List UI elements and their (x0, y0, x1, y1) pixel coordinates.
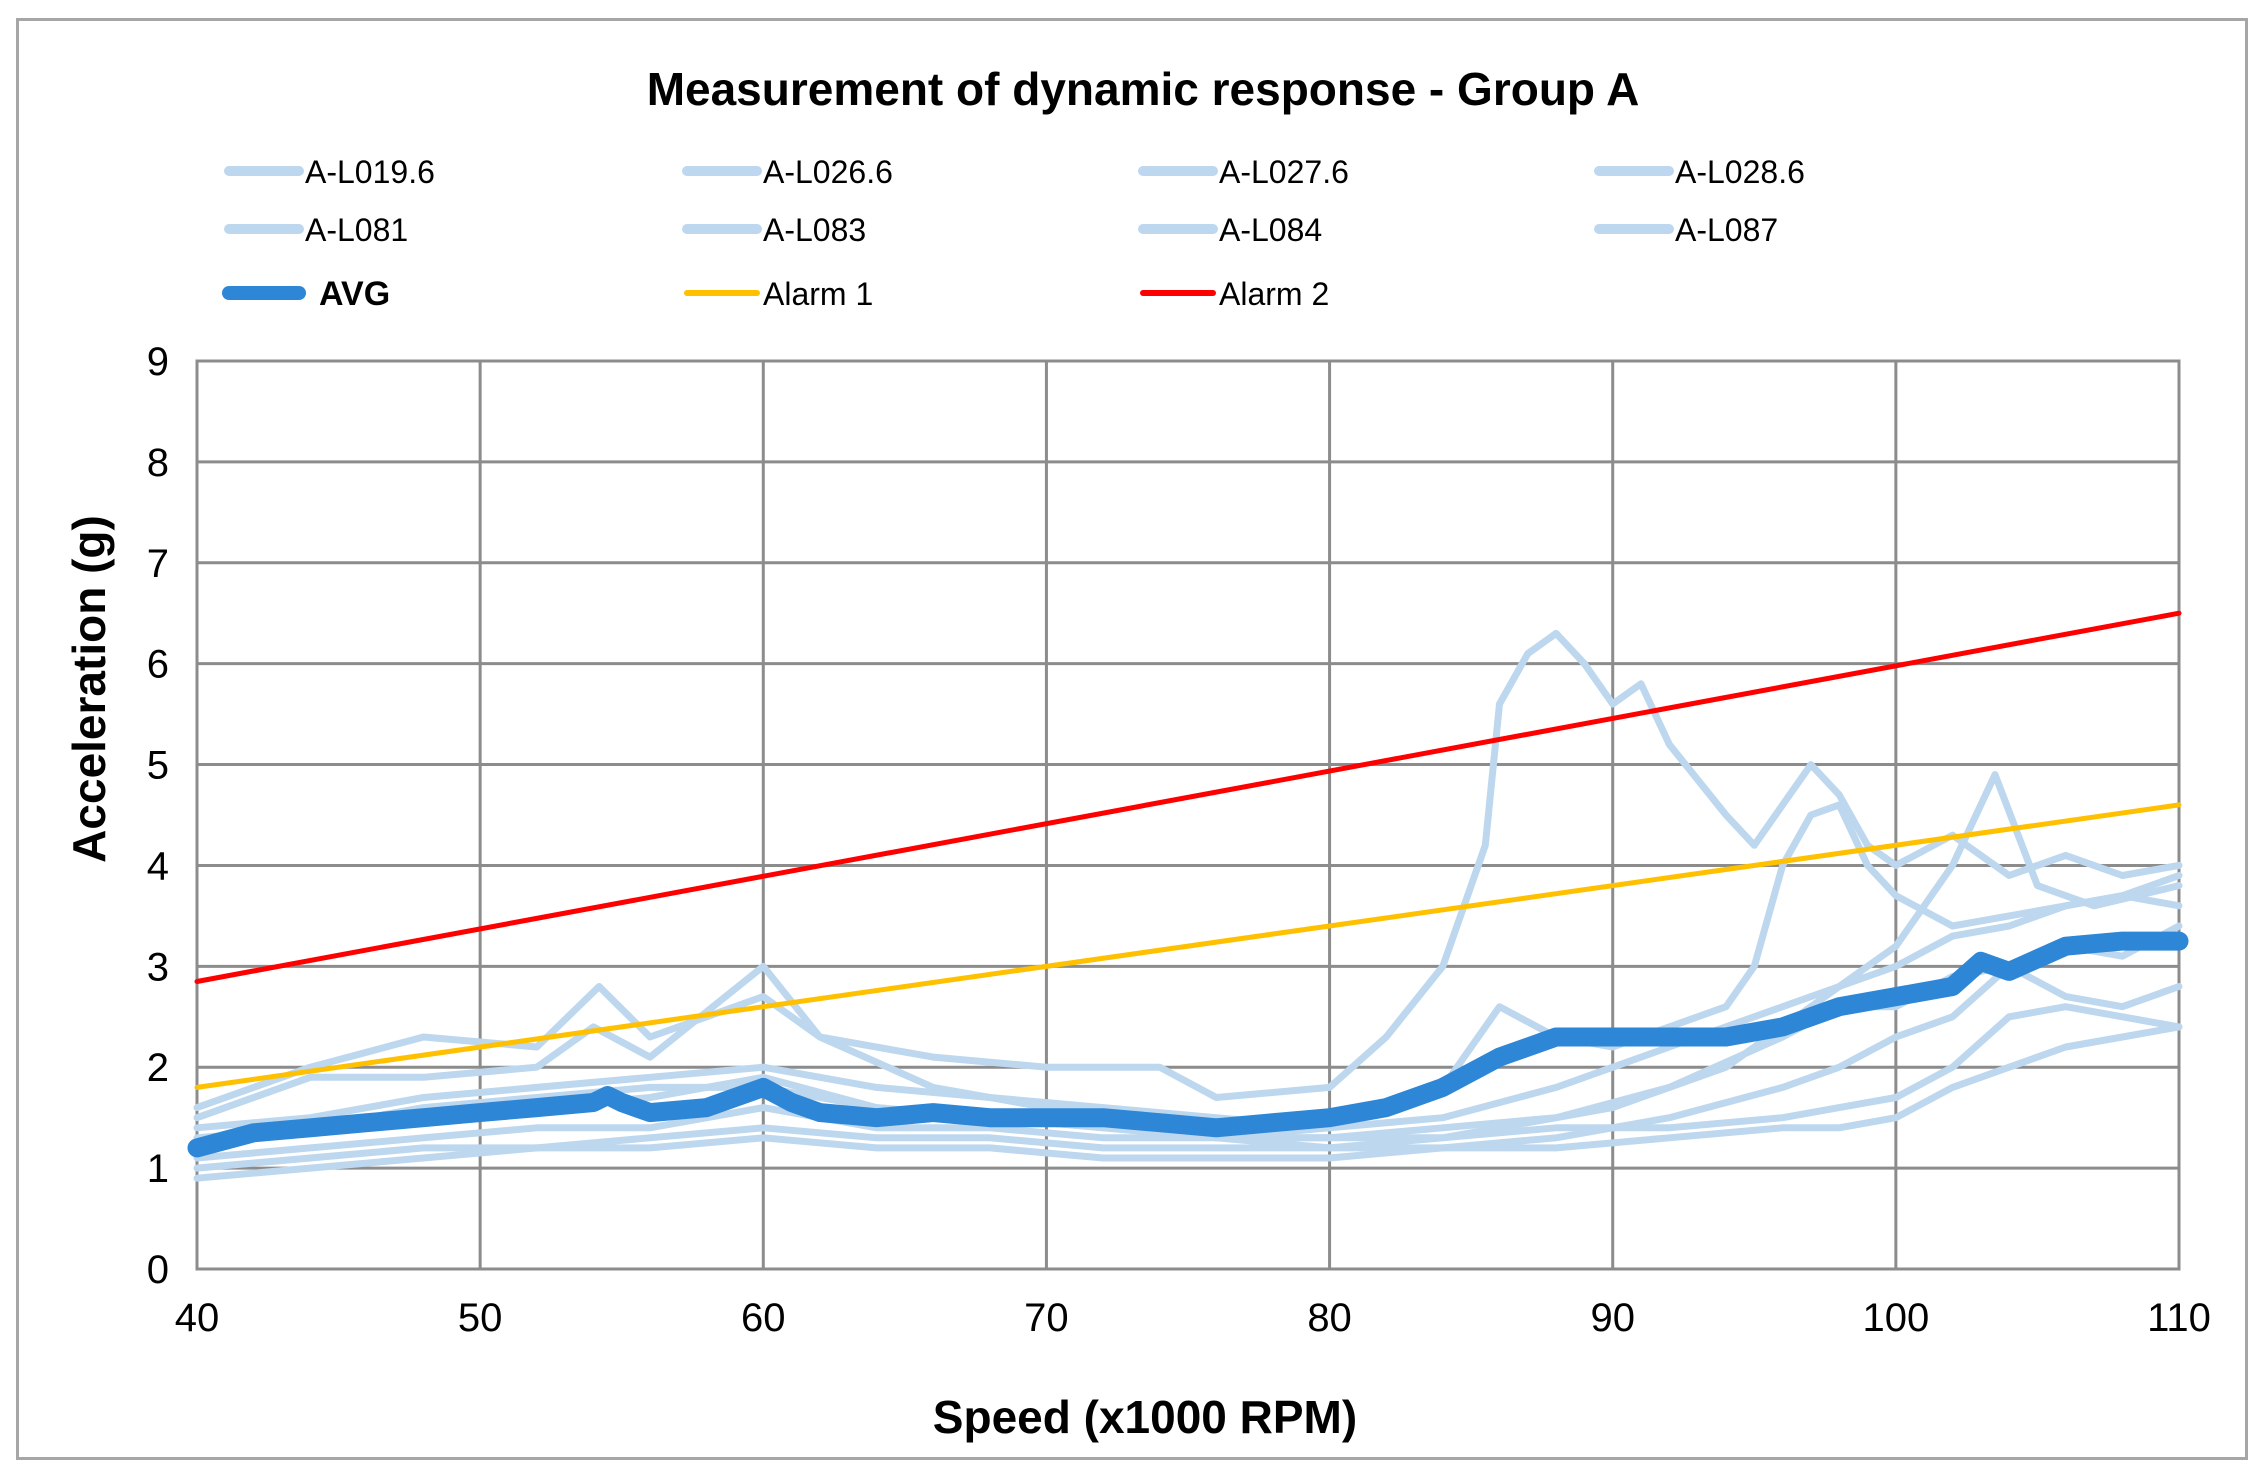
series-line-alarm-1 (194, 802, 2182, 1090)
x-tick-label: 70 (1024, 1296, 1069, 1340)
legend-label: A-L027.6 (1219, 154, 1349, 190)
legend: A-L019.6 A-L026.6 A-L027.6 A-L028.6 A-L081 A-… (222, 154, 1805, 313)
y-tick-label: 9 (147, 340, 169, 384)
legend-label: A-L019.6 (305, 154, 435, 190)
series-line-alarm-2 (194, 610, 2182, 984)
x-tick-label: 90 (1590, 1296, 1635, 1340)
series-line-a-l081 (193, 962, 2183, 1182)
legend-label: A-L087 (1675, 212, 1778, 248)
chart-frame: Measurement of dynamic response - Group … (16, 18, 2248, 1460)
y-tick-label: 1 (147, 1147, 169, 1191)
x-tick-label: 110 (2147, 1296, 2211, 1340)
x-tick-label: 60 (741, 1296, 786, 1340)
series-line-a-l087 (193, 872, 2183, 1132)
series-layer (187, 610, 2189, 1182)
grid (195, 359, 2181, 1271)
legend-label: Alarm 1 (763, 276, 873, 312)
chart-title: Measurement of dynamic response - Group … (647, 63, 1640, 115)
x-tick-label: 50 (458, 1296, 503, 1340)
legend-label: Alarm 2 (1219, 276, 1329, 312)
y-tick-label: 2 (147, 1046, 169, 1090)
legend-label: AVG (319, 275, 390, 313)
legend-label: A-L026.6 (763, 154, 893, 190)
x-tick-label: 100 (1862, 1296, 1929, 1340)
series-line-a-l019-6 (193, 629, 2183, 1112)
y-tick-label: 6 (147, 643, 169, 687)
y-tick-label: 8 (147, 441, 169, 485)
y-tick-label: 5 (147, 744, 169, 788)
chart-svg: Measurement of dynamic response - Group … (63, 63, 2211, 1443)
y-tick-label: 0 (147, 1248, 169, 1292)
legend-label: A-L081 (305, 212, 408, 248)
axes: 0 1 2 3 4 5 6 7 8 9 40 50 60 70 80 90 100 110 (147, 340, 2211, 1340)
series-line-avg (187, 931, 2189, 1158)
x-tick-label: 40 (175, 1296, 220, 1340)
legend-label: A-L083 (763, 212, 866, 248)
series-line-a-l083 (193, 1003, 2183, 1162)
y-axis-title: Acceleration (g) (63, 515, 115, 863)
x-axis-title: Speed (x1000 RPM) (933, 1391, 1357, 1443)
y-tick-label: 7 (147, 542, 169, 586)
y-tick-label: 3 (147, 945, 169, 989)
y-tick-label: 4 (147, 844, 169, 888)
legend-label: A-L084 (1219, 212, 1322, 248)
x-tick-label: 80 (1307, 1296, 1352, 1340)
legend-label: A-L028.6 (1675, 154, 1805, 190)
